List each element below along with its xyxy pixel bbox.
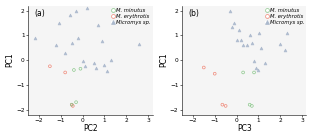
Point — [102, 64, 107, 66]
Point — [247, 34, 252, 36]
Point — [93, 66, 98, 69]
Point — [74, 9, 79, 12]
Y-axis label: PC1: PC1 — [159, 53, 168, 67]
Point — [282, 49, 287, 51]
Point — [251, 60, 256, 62]
Y-axis label: PC1: PC1 — [6, 53, 15, 67]
Point — [257, 32, 262, 34]
Point — [76, 37, 81, 39]
Point — [238, 39, 243, 41]
Point — [32, 37, 37, 39]
Point — [47, 65, 52, 67]
Legend: M. minutus, M. erythrotis, Micromys sp.: M. minutus, M. erythrotis, Micromys sp. — [265, 7, 305, 26]
Point — [230, 25, 235, 28]
Point — [69, 42, 74, 44]
Point — [247, 104, 252, 106]
Point — [241, 44, 246, 46]
X-axis label: PC2: PC2 — [83, 124, 98, 133]
Point — [63, 71, 68, 74]
Point — [95, 24, 100, 27]
Text: (a): (a) — [34, 9, 45, 18]
Point — [104, 70, 109, 72]
Point — [258, 47, 263, 49]
Point — [234, 39, 239, 41]
Point — [212, 73, 217, 75]
Point — [254, 66, 259, 69]
Point — [262, 61, 267, 64]
Point — [137, 43, 142, 45]
Point — [251, 71, 256, 74]
Point — [63, 52, 68, 54]
Point — [109, 59, 114, 61]
Point — [71, 69, 76, 71]
Point — [82, 65, 87, 67]
Point — [249, 42, 254, 44]
Point — [284, 32, 289, 34]
Point — [85, 7, 90, 9]
Point — [223, 105, 228, 107]
Point — [256, 69, 261, 71]
Legend: M. minutus, M. erythrotis, Micromys sp.: M. minutus, M. erythrotis, Micromys sp. — [111, 7, 151, 26]
X-axis label: PC3: PC3 — [237, 124, 251, 133]
Point — [220, 104, 225, 106]
Point — [241, 71, 246, 74]
Point — [232, 22, 237, 24]
Point — [74, 101, 79, 103]
Point — [91, 61, 96, 64]
Point — [54, 44, 59, 46]
Point — [245, 44, 250, 46]
Point — [249, 105, 254, 107]
Point — [69, 104, 74, 106]
Text: (b): (b) — [188, 9, 199, 18]
Point — [201, 66, 206, 69]
Point — [56, 22, 61, 24]
Point — [227, 9, 232, 12]
Point — [278, 43, 283, 45]
Point — [100, 40, 105, 43]
Point — [67, 14, 72, 17]
Point — [236, 29, 241, 31]
Point — [70, 105, 75, 107]
Point — [69, 104, 74, 106]
Point — [80, 60, 85, 62]
Point — [78, 68, 83, 70]
